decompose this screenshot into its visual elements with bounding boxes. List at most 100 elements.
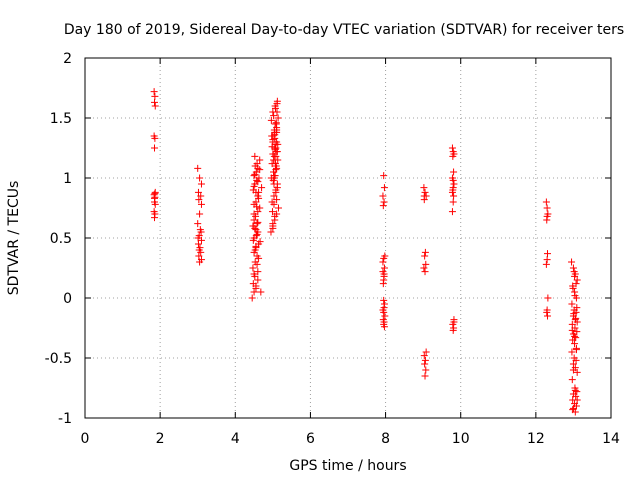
data-point bbox=[543, 204, 551, 212]
data-point bbox=[569, 284, 577, 292]
data-point bbox=[194, 234, 202, 242]
data-point bbox=[544, 312, 552, 320]
data-point bbox=[256, 166, 264, 174]
y-tick-label: -1 bbox=[58, 411, 72, 427]
data-point bbox=[270, 172, 278, 180]
data-point bbox=[250, 210, 258, 218]
data-point bbox=[569, 366, 577, 374]
data-point bbox=[571, 292, 579, 300]
data-point bbox=[381, 312, 389, 320]
data-point bbox=[249, 222, 257, 230]
data-point bbox=[253, 203, 261, 211]
x-tick-label: 14 bbox=[602, 431, 620, 447]
x-tick-label: 0 bbox=[81, 431, 90, 447]
data-point bbox=[258, 184, 266, 192]
data-point bbox=[570, 310, 578, 318]
data-point bbox=[421, 356, 429, 364]
data-point bbox=[194, 188, 202, 196]
data-point bbox=[194, 164, 202, 172]
data-point bbox=[573, 396, 581, 404]
data-point bbox=[253, 160, 261, 168]
data-point bbox=[450, 318, 458, 326]
data-point bbox=[572, 314, 580, 322]
data-point bbox=[568, 320, 576, 328]
data-point bbox=[195, 252, 203, 260]
y-tick-label: -0.5 bbox=[45, 351, 72, 367]
data-point bbox=[273, 97, 281, 105]
data-point bbox=[252, 188, 260, 196]
chart-title: Day 180 of 2019, Sidereal Day-to-day VTE… bbox=[64, 22, 624, 38]
data-point bbox=[420, 192, 428, 200]
data-point bbox=[274, 204, 282, 212]
data-point bbox=[421, 252, 429, 260]
data-point bbox=[272, 152, 280, 160]
data-point bbox=[380, 323, 388, 331]
data-point bbox=[450, 192, 458, 200]
data-point bbox=[270, 180, 278, 188]
data-point bbox=[379, 202, 387, 210]
data-point bbox=[569, 360, 577, 368]
data-points bbox=[150, 88, 581, 416]
data-point bbox=[379, 280, 387, 288]
data-point bbox=[255, 254, 263, 262]
data-point bbox=[151, 214, 159, 222]
data-point bbox=[569, 406, 577, 414]
data-point bbox=[252, 282, 260, 290]
data-point bbox=[195, 246, 203, 254]
x-tick-label: 6 bbox=[306, 431, 315, 447]
data-point bbox=[571, 340, 579, 348]
data-point bbox=[254, 218, 262, 226]
data-point bbox=[254, 276, 262, 284]
data-point bbox=[251, 152, 259, 160]
data-point bbox=[273, 184, 281, 192]
data-point bbox=[195, 196, 203, 204]
data-point bbox=[251, 246, 259, 254]
y-tick-label: 2 bbox=[63, 51, 72, 67]
data-point bbox=[267, 228, 275, 236]
data-point bbox=[250, 216, 258, 224]
data-point bbox=[380, 264, 388, 272]
data-point bbox=[253, 260, 261, 268]
data-point bbox=[255, 194, 263, 202]
data-point bbox=[542, 198, 550, 206]
data-point bbox=[380, 184, 388, 192]
data-point bbox=[448, 208, 456, 216]
data-point bbox=[380, 308, 388, 316]
data-point bbox=[256, 156, 264, 164]
data-point bbox=[252, 198, 260, 206]
data-point bbox=[573, 368, 581, 376]
data-point bbox=[250, 182, 258, 190]
data-point bbox=[151, 98, 159, 106]
data-point bbox=[272, 119, 280, 127]
data-point bbox=[450, 180, 458, 188]
data-point bbox=[572, 346, 580, 354]
x-tick-label: 8 bbox=[381, 431, 390, 447]
data-point bbox=[270, 200, 278, 208]
x-tick-labels: 0 2 4 6 8 10 12 14 bbox=[81, 431, 620, 447]
data-point bbox=[268, 208, 276, 216]
data-point bbox=[274, 114, 282, 122]
data-point bbox=[151, 134, 159, 142]
data-point bbox=[569, 404, 577, 412]
data-point bbox=[194, 240, 202, 248]
data-point bbox=[380, 270, 388, 278]
data-point bbox=[572, 280, 580, 288]
data-point bbox=[543, 308, 551, 316]
x-axis-label: GPS time / hours bbox=[289, 458, 406, 474]
data-point bbox=[270, 112, 278, 120]
data-point bbox=[194, 220, 202, 228]
data-point bbox=[150, 88, 158, 96]
data-point bbox=[448, 188, 456, 196]
data-point bbox=[151, 190, 159, 198]
data-point bbox=[544, 250, 552, 258]
data-point bbox=[254, 178, 262, 186]
data-point bbox=[271, 145, 279, 153]
data-point bbox=[379, 192, 387, 200]
data-point bbox=[196, 210, 204, 218]
data-point bbox=[253, 230, 261, 238]
data-point bbox=[271, 212, 279, 220]
data-point bbox=[421, 360, 429, 368]
data-point bbox=[253, 220, 261, 228]
data-point bbox=[449, 326, 457, 334]
